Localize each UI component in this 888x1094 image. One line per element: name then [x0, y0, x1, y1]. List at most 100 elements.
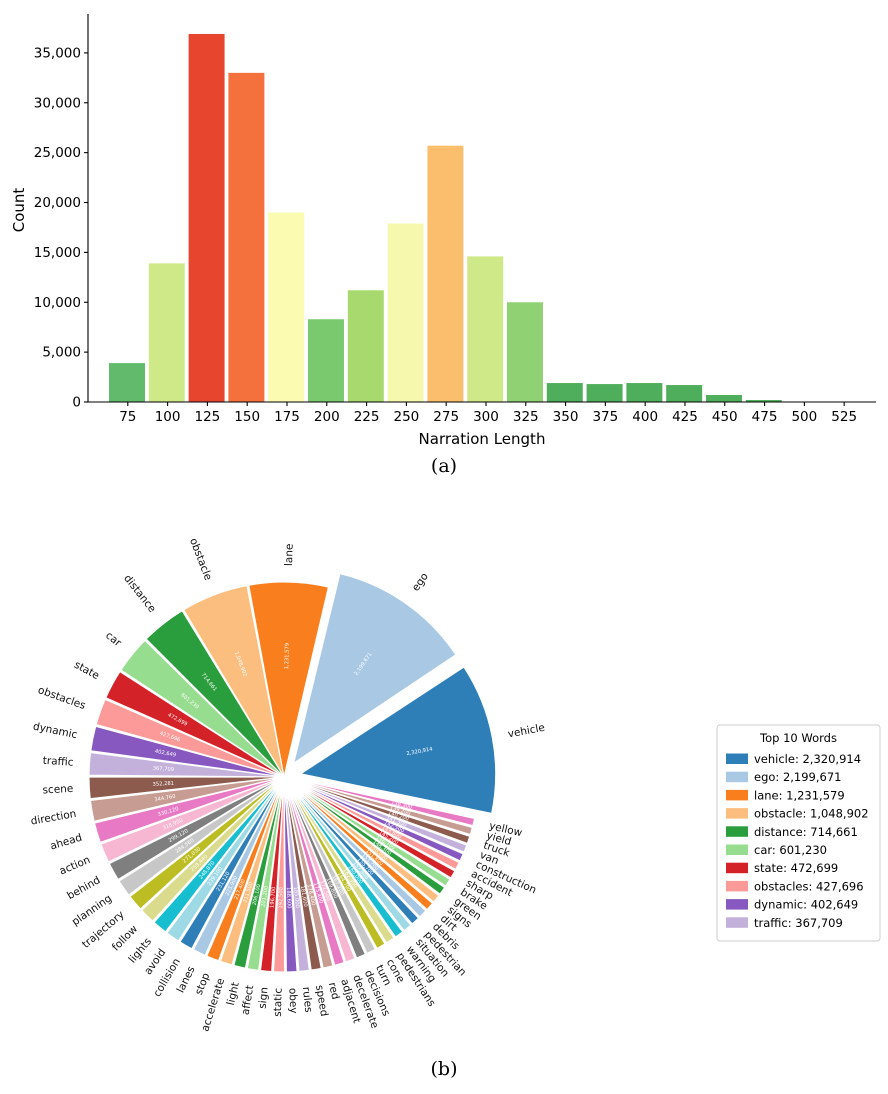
- pie-slice: [283, 776, 464, 862]
- pie-slice: [283, 776, 468, 853]
- x-tick-label: 75: [119, 409, 136, 425]
- y-tick-label: 20,000: [34, 195, 81, 211]
- pie-slice: [89, 776, 285, 822]
- pie-slice: [283, 776, 404, 938]
- legend-swatch: [726, 826, 748, 837]
- histogram-bar: [705, 395, 742, 402]
- x-tick-label: 400: [632, 409, 658, 425]
- x-tick-label: 500: [791, 409, 817, 425]
- pie-slice: [140, 776, 285, 922]
- pie-slice-label: vehicle: [507, 722, 546, 741]
- pie-wedge-group: [88, 572, 497, 973]
- pie-slice: [283, 776, 395, 944]
- pie-slice: [283, 776, 451, 887]
- histogram-bar: [188, 33, 225, 403]
- pie-slice-label: obey: [286, 988, 299, 1014]
- pie-slice: [248, 581, 330, 778]
- pie-slice: [153, 776, 285, 933]
- pie-slice: [100, 776, 285, 863]
- pie-slice: [118, 776, 285, 896]
- pie-slice-value: 352,281: [152, 781, 174, 788]
- legend-swatch: [726, 899, 748, 910]
- pie-slice-value: 185,000: [292, 886, 300, 908]
- pie-slice: [283, 776, 440, 903]
- pie-slice-label: action: [58, 854, 92, 878]
- legend-swatch: [726, 789, 748, 801]
- pie-slice: [246, 776, 285, 971]
- pie-slice: [283, 776, 427, 918]
- pie-slice-value: 175,400: [312, 882, 324, 904]
- legend-entry-label: distance: 714,661: [754, 825, 858, 839]
- x-tick-label: 525: [831, 409, 857, 425]
- histogram-bar: [666, 385, 703, 402]
- pie-slice: [219, 776, 285, 966]
- pie-slice-label: car: [103, 630, 124, 650]
- histogram-bar: [109, 363, 145, 402]
- pie-slice-value: 138,300: [390, 800, 412, 811]
- pie-slice: [283, 776, 334, 969]
- pie-slice: [129, 776, 285, 910]
- y-axis-title: Count: [10, 188, 28, 233]
- pie-slice: [105, 670, 285, 778]
- y-tick-label: 15,000: [34, 245, 81, 261]
- y-tick-label: 10,000: [34, 295, 81, 311]
- pie-slice-value: 196,700: [269, 886, 277, 908]
- pie-slice-label: dynamic: [32, 721, 79, 742]
- y-tick-label: 35,000: [34, 46, 81, 62]
- pie-slice-label: stop: [193, 971, 213, 997]
- pie-slice-label: distance: [121, 573, 158, 615]
- pie-slice: [88, 752, 285, 778]
- x-tick-label: 450: [712, 409, 738, 425]
- pie-slice: [292, 572, 457, 765]
- pie-slice: [283, 776, 367, 959]
- pie-slice-value: 344,760: [154, 794, 176, 804]
- pie-slice-label: speed: [313, 984, 330, 1017]
- legend-entry-label: state: 472,699: [754, 861, 838, 875]
- pie-slice: [283, 776, 456, 879]
- pie-slice-value: 188,600: [285, 887, 292, 909]
- y-tick-label: 30,000: [34, 95, 81, 111]
- pie-slice-value: 2,320,914: [406, 746, 434, 757]
- legend-entry-label: obstacle: 1,048,902: [754, 807, 869, 821]
- pie-slice-label: ahead: [49, 832, 84, 853]
- histogram-bar: [427, 145, 464, 403]
- pie-slice: [93, 776, 285, 844]
- pie-legend: Top 10 Words vehicle: 2,320,914 ego: 2,199…: [716, 724, 881, 942]
- x-tick-label: 375: [592, 409, 618, 425]
- x-tick-label: 425: [672, 409, 698, 425]
- x-tick-label: 225: [354, 409, 380, 425]
- histogram-bar: [228, 72, 265, 403]
- histogram-bar: [347, 290, 384, 402]
- y-tick-label: 5,000: [42, 345, 81, 361]
- pie-slice-value: 206,100: [252, 884, 263, 906]
- legend-entry-label: vehicle: 2,320,914: [754, 752, 861, 766]
- pie-slice: [283, 776, 434, 911]
- pie-slice-label: state: [72, 659, 101, 682]
- pie-slice: [90, 725, 285, 778]
- histogram-panel: 0 5,000 10,000 15,000 20,000 25,000 30,000 35,0…: [0, 0, 888, 500]
- histogram-bar: [387, 223, 424, 402]
- legend-entry-label: ego: 2,199,671: [754, 770, 841, 784]
- legend-swatch: [726, 862, 748, 874]
- pie-slice-label: affect: [240, 984, 257, 1016]
- legend-entry-label: dynamic: 402,649: [754, 898, 858, 912]
- pie-slice-label: scene: [42, 783, 73, 797]
- histogram-bar: [308, 319, 344, 402]
- x-tick-label: 175: [274, 409, 300, 425]
- pie-slice: [259, 776, 285, 973]
- pie-slice-value: 201,200: [261, 885, 270, 907]
- x-tick-label: 275: [433, 409, 459, 425]
- x-tick-label: 475: [752, 409, 778, 425]
- pie-slice-value: 1,231,579: [284, 643, 291, 670]
- pie-slice: [283, 776, 386, 950]
- legend-swatch: [726, 880, 748, 892]
- subfigure-caption-a: (a): [430, 455, 458, 477]
- pie-slice: [283, 776, 460, 871]
- pie-slice: [283, 776, 420, 925]
- pie-slice-value: 402,649: [154, 749, 176, 759]
- x-tick-label: 100: [155, 409, 181, 425]
- pie-slice: [283, 776, 345, 966]
- pie-slice: [95, 698, 285, 778]
- pie-slice-label: static: [272, 988, 285, 1017]
